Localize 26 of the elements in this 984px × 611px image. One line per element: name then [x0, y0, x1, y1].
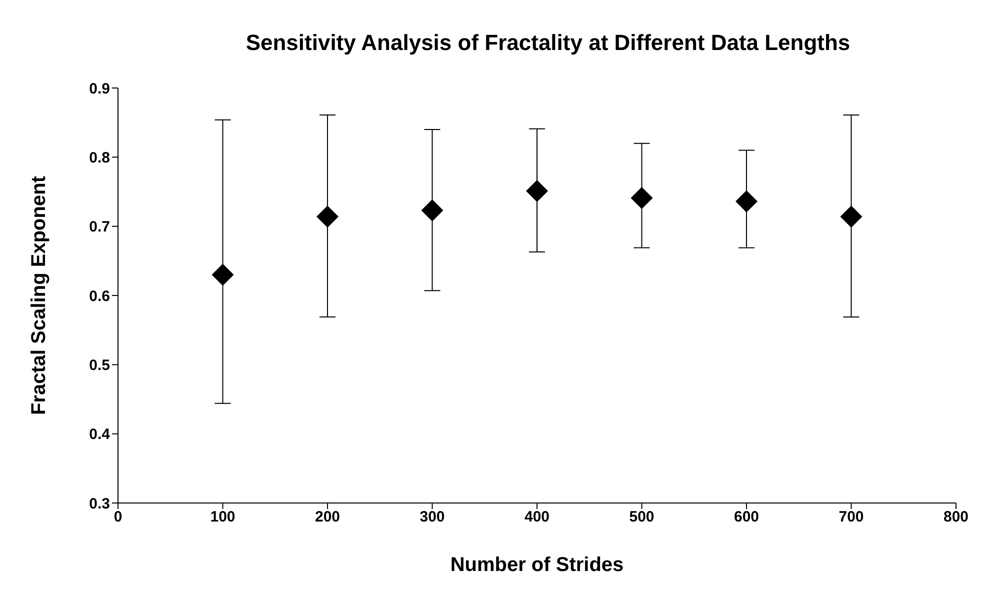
y-tick-label: 0.4 [89, 426, 111, 444]
y-tick-label: 0.5 [89, 356, 110, 374]
y-tick-label: 0.7 [89, 218, 110, 236]
x-tick-label: 800 [943, 508, 969, 526]
point [630, 186, 653, 209]
x-tick-label: 500 [629, 508, 654, 526]
y-tick-label: 0.8 [89, 149, 110, 166]
point [421, 199, 444, 222]
x-tick-label: 200 [314, 508, 340, 526]
x-tick-label: 600 [734, 508, 760, 526]
y-tick-label: 0.9 [89, 80, 110, 98]
y-tick-label: 0.3 [89, 495, 110, 512]
x-axis-title: Number of Strides [450, 554, 624, 576]
point [840, 206, 862, 228]
point [212, 264, 234, 286]
chart-title: Sensitivity Analysis of Fractality at Different Data Lengths [244, 30, 852, 56]
x-tick-label: 300 [420, 508, 445, 526]
x-tick-label: 100 [210, 508, 236, 526]
point [316, 206, 338, 228]
y-axis-title: Fractal Scaling Exponent [28, 176, 50, 415]
point [736, 190, 758, 212]
x-tick-label: 400 [524, 508, 550, 526]
x-tick-label: 700 [838, 508, 864, 526]
x-tick-label: 0 [114, 508, 122, 526]
point [526, 180, 548, 202]
y-tick-label: 0.6 [89, 288, 110, 305]
